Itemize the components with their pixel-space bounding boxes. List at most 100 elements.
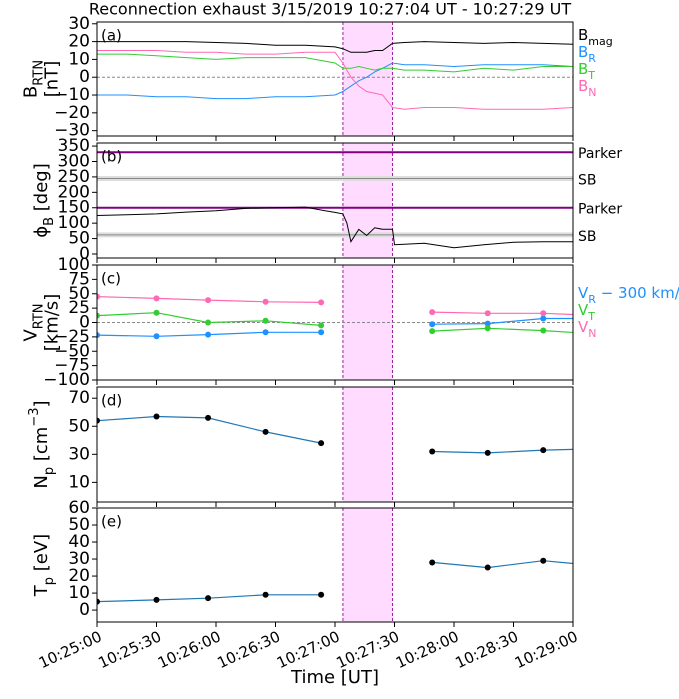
series-line	[97, 50, 573, 110]
panel-label: (b)	[101, 148, 122, 166]
legend-entry: Bmag	[578, 26, 613, 48]
y-tick-label: 350	[58, 136, 90, 156]
data-point	[262, 591, 269, 598]
y-tick-label: 20	[68, 566, 90, 586]
y-tick-label: 0	[79, 313, 90, 333]
shaded-interval	[342, 143, 393, 258]
y-tick-label: −50	[54, 341, 90, 361]
panel-label: (c)	[101, 270, 121, 288]
chart-title: Reconnection exhaust 3/15/2019 10:27:04 …	[89, 0, 571, 19]
legend-name: B	[578, 60, 588, 78]
x-tick-label: 10:25:30	[95, 627, 164, 672]
series-line	[97, 41, 573, 53]
x-tick-label: 10:28:00	[393, 627, 462, 672]
plot-frame	[96, 507, 574, 623]
y-tick-label: 150	[58, 198, 90, 218]
data-point	[318, 329, 325, 336]
legend-entry: BT	[578, 60, 595, 82]
y-axis-label-part: N	[31, 475, 52, 488]
y-tick-label: 10	[68, 472, 90, 492]
legend-name: V	[578, 318, 589, 336]
data-point	[429, 328, 436, 335]
y-tick-label: 40	[68, 532, 90, 552]
plot-area	[97, 293, 602, 340]
data-point	[318, 591, 325, 598]
data-point	[318, 440, 325, 447]
data-point	[153, 413, 160, 420]
y-tick-label: 50	[68, 416, 90, 436]
shaded-interval	[342, 22, 393, 136]
data-point	[205, 331, 212, 338]
reference-label: Parker	[578, 202, 622, 218]
reference-label: SB	[578, 229, 597, 245]
data-point	[153, 309, 160, 316]
y-axis-label-part: p	[42, 467, 57, 475]
y-tick-label: −20	[54, 103, 90, 123]
data-point	[97, 332, 100, 339]
data-point	[153, 295, 160, 302]
y-axis-label-part: RTN	[32, 303, 47, 329]
panel-label: (e)	[101, 513, 122, 531]
y-tick-label: 0	[79, 244, 90, 264]
y-axis-label-part: [km/s]	[42, 294, 63, 351]
data-point	[205, 414, 212, 421]
data-point	[596, 315, 602, 321]
y-tick-label: 300	[58, 151, 90, 171]
legend-subscript: R	[588, 52, 596, 65]
y-axis-label: Np [cm−3]	[27, 400, 57, 488]
series-line	[432, 448, 573, 454]
data-point	[262, 298, 269, 305]
data-point	[540, 310, 547, 317]
y-tick-label: 10	[68, 583, 90, 603]
y-tick-label: 10	[68, 49, 90, 69]
y-axis-label-part: ϕ	[31, 226, 52, 238]
data-point	[484, 449, 491, 456]
y-axis-label-part: RTN	[32, 60, 47, 86]
y-tick-label: 30	[68, 444, 90, 464]
legend-subscript: R	[588, 293, 596, 306]
legend-suffix: − 300 km/s	[596, 284, 679, 302]
plot-area	[97, 206, 573, 249]
y-tick-label: 100	[58, 213, 90, 233]
y-tick-label: 20	[68, 32, 90, 52]
data-point	[484, 564, 491, 571]
y-tick-label: 25	[68, 298, 90, 318]
data-point	[318, 322, 325, 329]
legend-subscript: N	[588, 327, 596, 340]
y-tick-label: −25	[54, 327, 90, 347]
x-tick-label: 10:26:30	[214, 627, 283, 672]
y-axis-label-part: [eV]	[31, 534, 52, 577]
data-point	[596, 446, 602, 452]
y-axis-label: ϕB [deg]	[31, 163, 57, 238]
data-point	[205, 595, 212, 602]
y-tick-label: −75	[54, 356, 90, 376]
y-axis-label: [km/s]	[42, 294, 63, 351]
data-point	[596, 563, 602, 569]
reference-label: SB	[578, 172, 597, 188]
legend-name: B	[578, 26, 588, 44]
plot-frame	[96, 142, 574, 259]
x-tick-label: 10:26:00	[155, 627, 224, 672]
data-point	[429, 448, 436, 455]
plot-frame	[96, 21, 574, 137]
legend-name: B	[578, 77, 588, 95]
legend-name: V	[578, 301, 589, 319]
data-point	[262, 317, 269, 324]
legend-subscript: T	[587, 69, 595, 82]
x-tick-label: 10:25:00	[36, 627, 105, 672]
data-point	[540, 315, 547, 322]
y-tick-label: −10	[54, 85, 90, 105]
y-axis-label-part: p	[42, 577, 57, 585]
series-line	[97, 206, 573, 249]
data-point	[596, 331, 602, 337]
legend-subscript: T	[587, 310, 595, 323]
data-point	[97, 293, 100, 300]
y-tick-label: 60	[68, 498, 90, 518]
y-axis-label: Tp [eV]	[31, 534, 57, 597]
y-tick-label: −100	[43, 370, 90, 390]
y-axis-label-part: [deg]	[31, 163, 52, 217]
y-axis-label-part: −3	[27, 407, 42, 426]
legend-name: B	[578, 43, 588, 61]
data-point	[97, 417, 100, 424]
data-point	[205, 319, 212, 326]
